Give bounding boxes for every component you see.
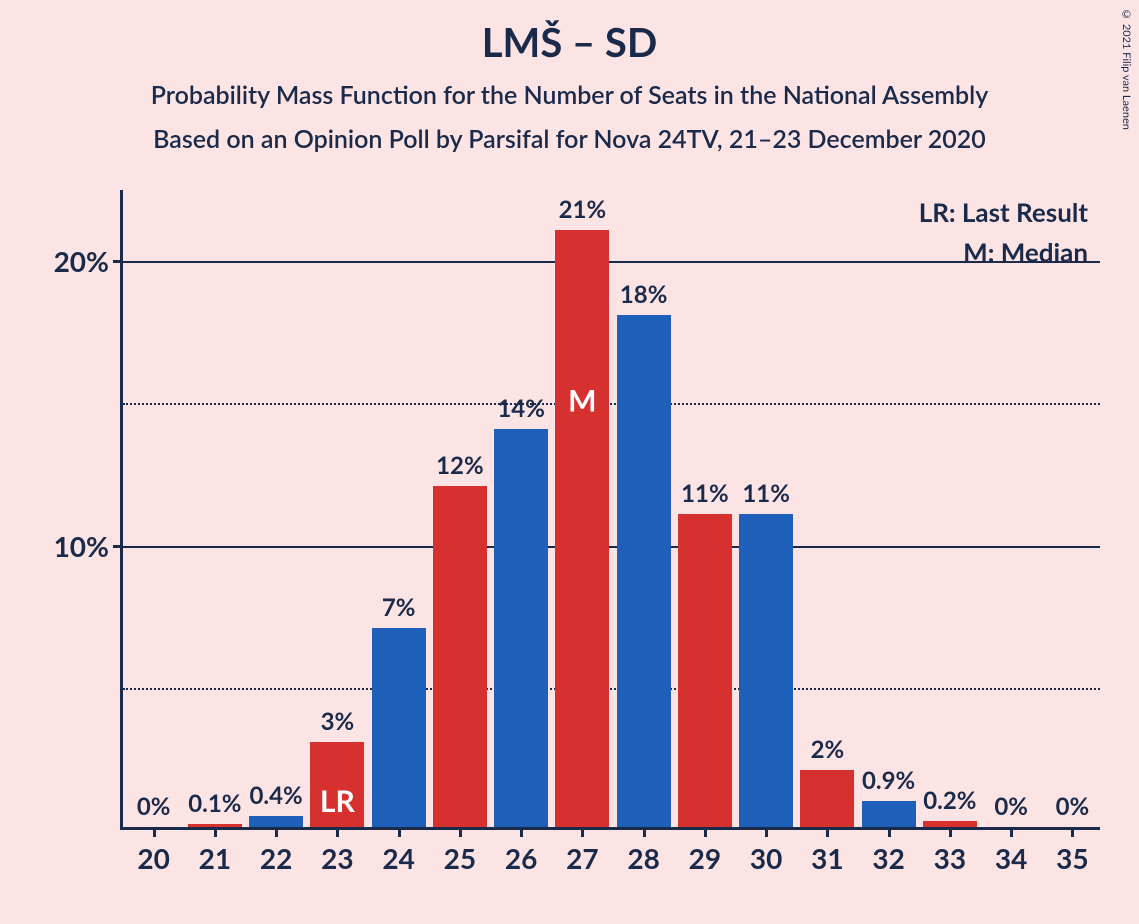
bar-value-label: 7% <box>382 593 416 622</box>
bar: 0.4% <box>249 816 303 827</box>
gridline-major <box>123 546 1100 548</box>
x-tick-label: 33 <box>934 841 966 875</box>
bar-value-label: 0% <box>137 792 171 821</box>
bar-value-label: 21% <box>559 195 607 224</box>
bar: 0.2% <box>923 821 977 827</box>
bar-value-label: 18% <box>620 280 668 309</box>
x-tick-mark <box>398 827 401 837</box>
bar-value-label: 0.4% <box>250 781 303 810</box>
x-tick-label: 26 <box>505 841 537 875</box>
x-tick-mark <box>1071 827 1074 837</box>
x-tick-mark <box>888 827 891 837</box>
x-tick-label: 22 <box>260 841 292 875</box>
bar: 3%LR <box>310 742 364 827</box>
x-tick-mark <box>765 827 768 837</box>
bar: 12% <box>433 486 487 827</box>
bar: 0.9% <box>862 801 916 827</box>
x-tick-mark <box>214 827 217 837</box>
x-tick-label: 31 <box>811 841 843 875</box>
x-tick-mark <box>336 827 339 837</box>
bar: 21%M <box>555 230 609 827</box>
bar-value-label: 2% <box>811 735 845 764</box>
bar-value-label: 12% <box>436 451 484 480</box>
x-tick-mark <box>581 827 584 837</box>
chart-title: LMŠ – SD <box>0 0 1139 66</box>
x-tick-label: 24 <box>382 841 414 875</box>
x-tick-label: 32 <box>872 841 904 875</box>
bar: 18% <box>617 315 671 827</box>
x-tick-label: 21 <box>199 841 231 875</box>
x-tick-mark <box>153 827 156 837</box>
bar-marker-lr: LR <box>320 783 355 819</box>
y-tick-mark <box>113 545 123 548</box>
x-tick-mark <box>520 827 523 837</box>
chart-subtitle-1: Probability Mass Function for the Number… <box>0 80 1139 110</box>
legend-lr: LR: Last Result <box>919 196 1088 228</box>
x-tick-mark <box>459 827 462 837</box>
x-tick-label: 23 <box>321 841 353 875</box>
bar-value-label: 0.1% <box>188 789 241 818</box>
x-tick-mark <box>643 827 646 837</box>
gridline-major <box>123 261 1100 263</box>
x-tick-label: 30 <box>750 841 782 875</box>
x-tick-label: 35 <box>1056 841 1088 875</box>
x-tick-label: 20 <box>137 841 169 875</box>
bar-value-label: 11% <box>742 479 790 508</box>
bar: 11% <box>739 514 793 827</box>
bar-value-label: 0% <box>1056 792 1090 821</box>
x-tick-mark <box>949 827 952 837</box>
gridline-minor <box>123 403 1100 405</box>
legend-m: M: Median <box>919 236 1088 268</box>
x-tick-label: 25 <box>444 841 476 875</box>
plot-area: LR: Last Result M: Median 10%20%200%210.… <box>120 190 1100 830</box>
bar-value-label: 14% <box>497 394 545 423</box>
bar: 0.1% <box>188 824 242 827</box>
chart-subtitle-2: Based on an Opinion Poll by Parsifal for… <box>0 124 1139 154</box>
y-tick-mark <box>113 260 123 263</box>
bar-value-label: 0.9% <box>862 766 915 795</box>
bar: 11% <box>678 514 732 827</box>
bar: 2% <box>800 770 854 827</box>
x-tick-mark <box>275 827 278 837</box>
bar: 14% <box>494 429 548 827</box>
bar-value-label: 11% <box>681 479 729 508</box>
bar-marker-m: M <box>568 383 596 674</box>
x-tick-label: 34 <box>995 841 1027 875</box>
copyright-text: © 2021 Filip van Laenen <box>1120 8 1133 130</box>
x-tick-mark <box>826 827 829 837</box>
bar-value-label: 3% <box>321 707 355 736</box>
bar: 7% <box>372 628 426 827</box>
bar-value-label: 0.2% <box>923 786 976 815</box>
y-tick-label: 10% <box>54 529 109 563</box>
x-tick-mark <box>1010 827 1013 837</box>
bar-value-label: 0% <box>994 792 1028 821</box>
x-tick-label: 28 <box>627 841 659 875</box>
chart-container: LR: Last Result M: Median 10% 20% 20 0% 21 0.… <box>40 190 1110 890</box>
x-tick-label: 27 <box>566 841 598 875</box>
x-tick-label: 29 <box>689 841 721 875</box>
legend: LR: Last Result M: Median <box>919 196 1088 276</box>
y-tick-label: 20% <box>54 244 109 278</box>
gridline-minor <box>123 688 1100 690</box>
x-tick-mark <box>704 827 707 837</box>
